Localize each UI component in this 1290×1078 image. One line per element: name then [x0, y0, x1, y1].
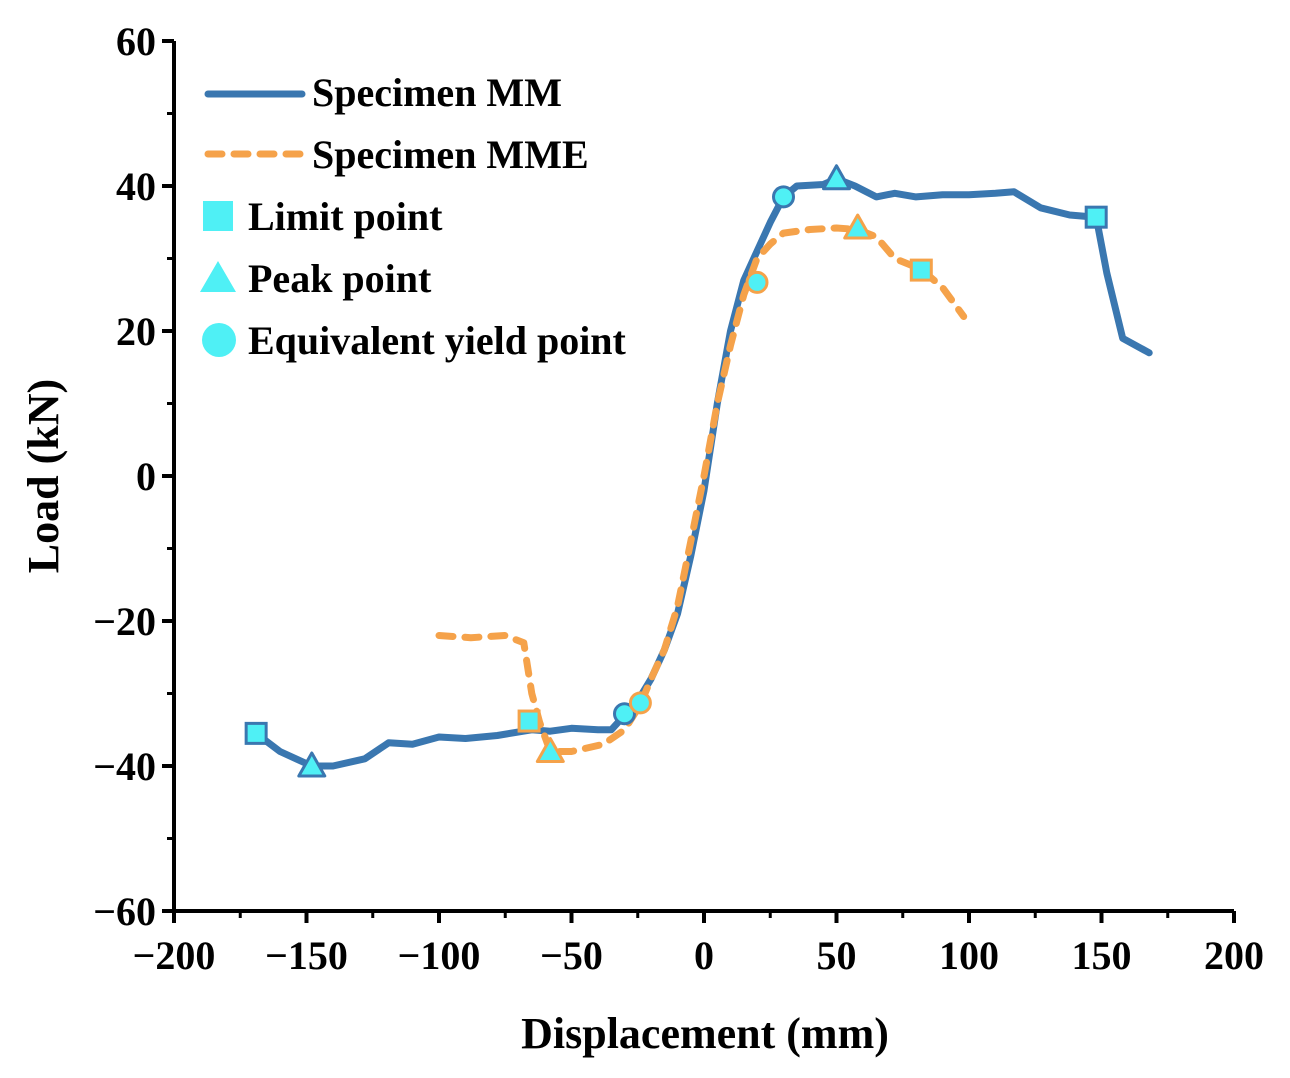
y-tick-label: 40: [116, 164, 156, 209]
y-tick-label: −40: [93, 744, 156, 789]
x-tick-label: 0: [694, 933, 714, 978]
x-tick-label: −50: [540, 933, 603, 978]
y-tick-label: 0: [136, 454, 156, 499]
axes: [162, 39, 1236, 923]
legend-peak-triangle-icon: [200, 261, 236, 292]
limit-point-marker: [244, 721, 268, 745]
x-tick-label: −200: [133, 933, 216, 978]
y-tick-label: −20: [93, 599, 156, 644]
peak-point-marker: [535, 737, 565, 763]
limit-point-marker: [1084, 205, 1108, 229]
peak-point-marker: [297, 751, 327, 778]
legend-yield-label: Equivalent yield point: [248, 318, 627, 363]
legend-mm-label: Specimen MM: [312, 70, 562, 115]
marker-layer: [244, 164, 1108, 778]
peak-point-marker: [822, 164, 851, 191]
series-mm-line: [252, 175, 1153, 770]
equivalent-yield-point-marker: [628, 691, 652, 715]
legend-limit-square-icon: [203, 201, 233, 231]
legend-peak-label: Peak point: [248, 256, 432, 301]
x-tick-label: 100: [939, 933, 999, 978]
legend: Specimen MM Specimen MME Limit point Pea…: [200, 70, 627, 363]
x-tick-label: −100: [398, 933, 481, 978]
limit-point-marker: [909, 258, 933, 282]
peak-point-marker: [843, 213, 873, 240]
x-axis-title: Displacement (mm): [521, 1009, 889, 1058]
limit-point-marker: [517, 709, 541, 733]
equivalent-yield-point-marker: [613, 702, 636, 726]
y-tick-label: −60: [93, 889, 156, 934]
series-mme-line: [435, 224, 968, 755]
y-tick-label: 60: [116, 19, 156, 64]
x-tick-label: −150: [265, 933, 348, 978]
y-axis-title: Load (kN): [19, 379, 68, 573]
legend-mme-label: Specimen MME: [312, 132, 589, 177]
x-tick-label: 50: [817, 933, 857, 978]
equivalent-yield-point-marker: [772, 185, 795, 209]
legend-yield-circle-icon: [202, 323, 236, 357]
x-tick-label: 150: [1072, 933, 1132, 978]
equivalent-yield-point-marker: [745, 270, 769, 294]
x-tick-label: 200: [1204, 933, 1264, 978]
y-tick-label: 20: [116, 309, 156, 354]
legend-limit-label: Limit point: [248, 194, 443, 239]
